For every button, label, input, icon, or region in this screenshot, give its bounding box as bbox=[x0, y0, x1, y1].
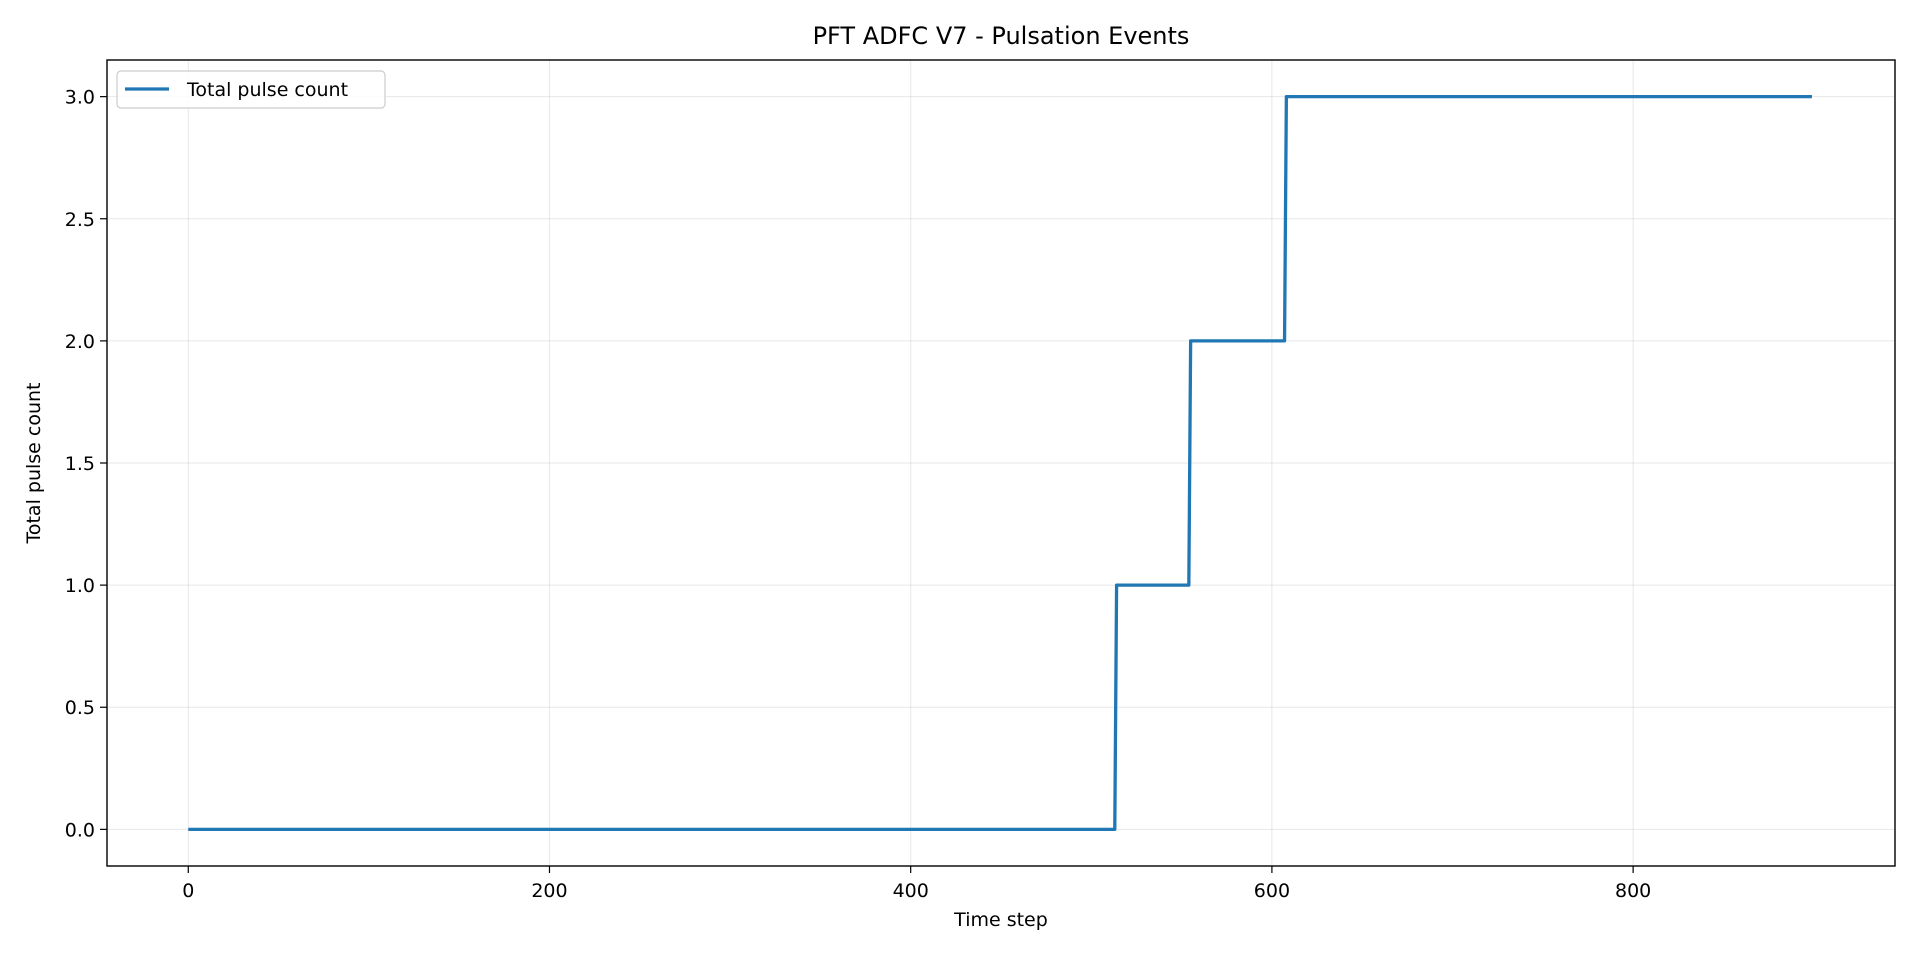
legend: Total pulse count bbox=[116, 70, 386, 109]
y-tick-label: 2.5 bbox=[65, 209, 95, 231]
y-tick-label: 1.5 bbox=[65, 453, 95, 475]
y-tick-label: 0.5 bbox=[65, 697, 95, 719]
y-tick-label: 3.0 bbox=[65, 87, 95, 109]
legend-label: Total pulse count bbox=[186, 79, 348, 101]
series-line bbox=[188, 94, 1812, 832]
chart-title: PFT ADFC V7 - Pulsation Events bbox=[813, 22, 1190, 50]
y-tick-label: 2.0 bbox=[65, 331, 95, 353]
y-axis: 0.0 0.5 1.0 1.5 2.0 2.5 3.0 bbox=[65, 87, 107, 841]
y-axis-title: Total pulse count bbox=[23, 382, 45, 544]
plot-series bbox=[188, 94, 1812, 832]
x-tick-label: 400 bbox=[893, 880, 929, 902]
legend-box bbox=[116, 70, 386, 109]
x-axis-title: Time step bbox=[953, 909, 1048, 931]
x-tick-label: 600 bbox=[1254, 880, 1290, 902]
y-tick-label: 1.0 bbox=[65, 575, 95, 597]
x-tick-label: 200 bbox=[531, 880, 567, 902]
x-tick-label: 800 bbox=[1615, 880, 1651, 902]
x-tick-label: 0 bbox=[182, 880, 194, 902]
y-tick-label: 0.0 bbox=[65, 819, 95, 841]
x-axis: 0 200 400 600 800 bbox=[182, 866, 1651, 902]
